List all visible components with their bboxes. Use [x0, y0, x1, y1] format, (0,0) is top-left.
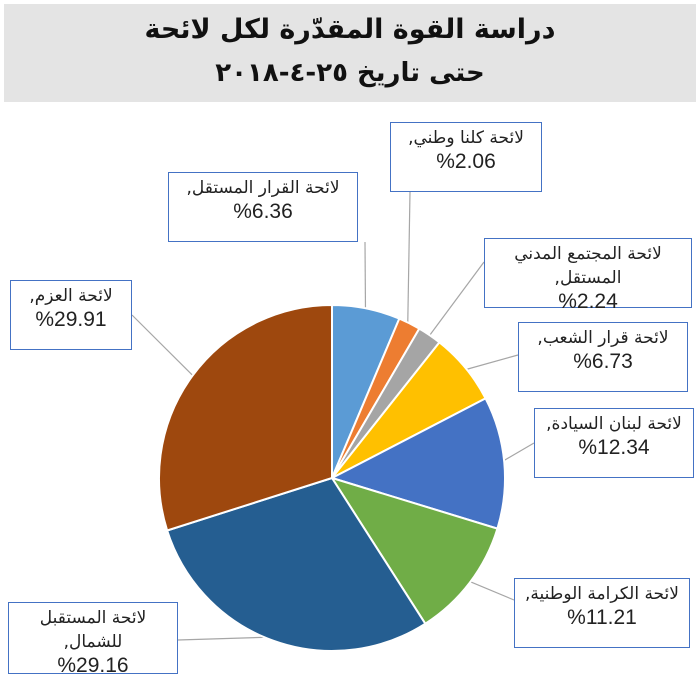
- label-box-mustaqbal-shamal: لائحة المستقبل للشمال, %29.16: [8, 602, 178, 677]
- leader-line-kulluna-watani: [407, 191, 411, 327]
- slice-label-value: %2.24: [558, 290, 618, 313]
- pie-slice-karama-wataniya: [329, 476, 499, 626]
- pie-slices: [158, 303, 507, 652]
- title-box: دراسة القوة المقدّرة لكل لائحة حتى تاريخ…: [4, 4, 696, 102]
- leader-lines: [131, 191, 535, 641]
- pie-slice-mustaqbal-shamal: [165, 476, 427, 652]
- slice-label-text: لائحة العزم,: [29, 286, 113, 306]
- slice-label-value: %29.91: [35, 308, 107, 331]
- label-box-lubnan-siyada: لائحة لبنان السيادة, %12.34: [534, 408, 694, 478]
- leader-line-azm: [131, 314, 197, 379]
- label-box-qarar-shaab: لائحة قرار الشعب, %6.73: [518, 322, 688, 392]
- label-box-azm: لائحة العزم, %29.91: [10, 280, 132, 350]
- slice-label-value: %6.73: [573, 350, 633, 373]
- slice-label-text: لائحة كلنا وطني,: [408, 128, 524, 148]
- slice-label-value: %12.34: [578, 436, 650, 459]
- slice-label-text: لائحة قرار الشعب,: [537, 328, 669, 348]
- chart-subtitle: حتى تاريخ ٢٥-٤-٢٠١٨: [215, 58, 485, 88]
- leader-line-qarar-shaab: [462, 354, 519, 372]
- leader-line-mustaqbal-shamal: [177, 636, 275, 641]
- leader-line-mujtama-madani: [426, 261, 485, 339]
- slice-label-text: لائحة المجتمع المدني المستقل,: [514, 244, 662, 288]
- pie-slice-azm: [158, 303, 333, 532]
- slice-label-value: %29.16: [57, 654, 129, 677]
- slice-label-text: لائحة القرار المستقل,: [186, 178, 340, 198]
- chart-title: دراسة القوة المقدّرة لكل لائحة: [144, 14, 556, 45]
- leader-line-karama-wataniya: [466, 579, 515, 601]
- slice-label-value: %11.21: [567, 606, 637, 629]
- label-box-kulluna-watani: لائحة كلنا وطني, %2.06: [390, 122, 542, 192]
- slice-label-text: لائحة المستقبل للشمال,: [39, 608, 147, 652]
- label-box-mujtama-madani: لائحة المجتمع المدني المستقل, %2.24: [484, 238, 692, 313]
- slice-label-text: لائحة الكرامة الوطنية,: [525, 584, 679, 604]
- pie-slice-lubnan-siyada: [329, 397, 507, 530]
- slice-label-value: %6.36: [233, 200, 293, 223]
- leader-line-qarar-mustaqel: [364, 241, 367, 313]
- label-box-qarar-mustaqel: لائحة القرار المستقل, %6.36: [168, 172, 358, 242]
- label-box-karama-wataniya: لائحة الكرامة الوطنية, %11.21: [514, 578, 690, 648]
- slice-label-text: لائحة لبنان السيادة,: [546, 414, 682, 434]
- slice-label-value: %2.06: [436, 150, 496, 173]
- leader-line-lubnan-siyada: [499, 442, 535, 464]
